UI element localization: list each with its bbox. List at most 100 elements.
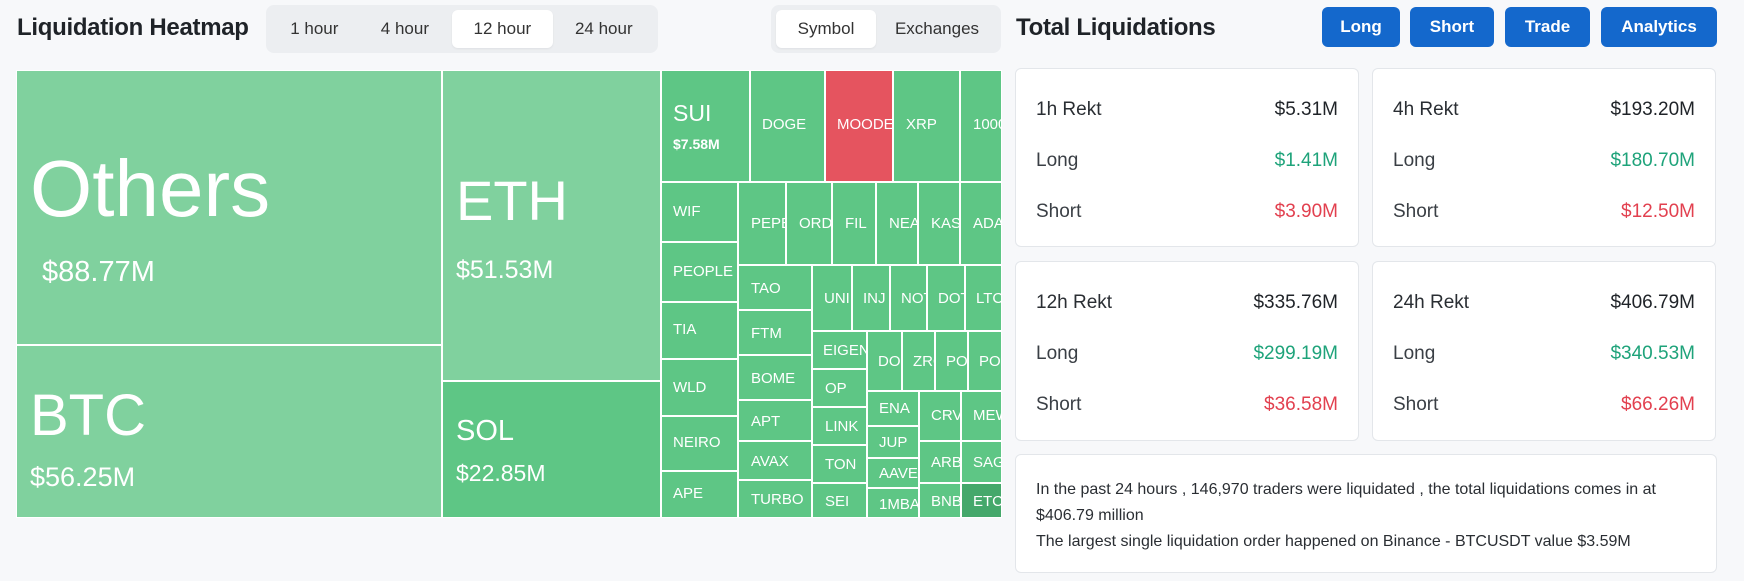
tile-symbol: DOGS [878,353,901,370]
treemap-tile[interactable]: KAS [918,182,960,265]
treemap-tile[interactable]: BTC $56.25M [16,345,442,518]
tile-symbol: ETH [456,169,568,232]
treemap-tile[interactable]: SEI [812,483,867,518]
treemap-tile[interactable]: SAGA [961,441,1002,483]
summary-line-1: In the past 24 hours , 146,970 traders w… [1036,481,1656,524]
tile-symbol: ENA [879,400,910,417]
time-option-1h[interactable]: 1 hour [290,19,339,38]
treemap-tile[interactable]: ARB [919,441,961,483]
tile-symbol: JUP [879,434,908,451]
tile-value: $56.25M [30,462,136,492]
liquidation-treemap: Others $88.77M BTC $56.25M ETH $51.53M S… [16,70,1002,518]
tile-symbol: INJ [863,290,886,307]
treemap-tile[interactable]: TIA [661,302,738,359]
treemap-tile[interactable]: 1000 [960,70,1002,182]
treemap-tile[interactable]: NEIRO [661,416,738,471]
tile-symbol: TAO [751,280,781,297]
short-value: $12.50M [1621,201,1695,222]
treemap-tile[interactable]: NEAR [876,182,918,265]
card-total: $193.20M [1610,99,1695,120]
treemap-tile[interactable]: FIL [832,182,876,265]
treemap-tile[interactable]: INJ [852,265,890,331]
tile-symbol: FIL [845,215,867,232]
treemap-tile[interactable]: CRV [919,391,961,441]
treemap-tile[interactable]: WLD [661,359,738,416]
treemap-tile[interactable]: FTM [738,310,812,355]
treemap-tile[interactable]: MOODENG [825,70,893,182]
summary-line-2: The largest single liquidation order hap… [1036,533,1631,550]
treemap-tile[interactable]: WIF [661,182,738,242]
treemap-tile[interactable]: ZRO [902,331,935,391]
treemap-tile[interactable]: OP [812,369,867,407]
treemap-tile[interactable]: POPCAT [968,331,1002,391]
treemap-tile[interactable]: 1MBABYDOGE [867,488,919,518]
trade-button[interactable]: Trade [1505,7,1590,47]
tile-symbol: BTC [30,383,146,448]
treemap-tile[interactable]: SOL $22.85M [442,381,661,518]
card-label: 4h Rekt [1393,99,1459,120]
view-option-exchanges[interactable]: Exchanges [894,19,980,38]
rekt-card-12h: 12h Rekt $335.76M Long $299.19M Short $36.5… [1015,261,1359,441]
treemap-tile[interactable]: LTC [965,265,1002,331]
treemap-tile[interactable]: BNB [919,483,961,518]
analytics-button[interactable]: Analytics [1601,7,1717,47]
tile-symbol: TURBO [751,491,804,508]
treemap-tile[interactable]: Others $88.77M [16,70,442,345]
long-value: $180.70M [1610,150,1695,171]
time-option-24h[interactable]: 24 hour [574,19,633,38]
treemap-tile[interactable]: MEW [961,391,1002,441]
treemap-tile[interactable]: ENA [867,391,919,426]
treemap-tile[interactable]: APE [661,471,738,518]
treemap-tile[interactable]: NOT [890,265,927,331]
short-value: $66.26M [1621,394,1695,415]
card-total: $406.79M [1610,292,1695,313]
tile-symbol: MEW [973,407,1001,424]
treemap-tile[interactable]: LINK [812,407,867,445]
treemap-tile[interactable]: DOGS [867,331,902,391]
treemap-tile[interactable]: APT [738,400,812,441]
tile-symbol: AVAX [751,453,789,470]
short-label: Short [1036,201,1082,222]
treemap-tile[interactable]: TURBO [738,480,812,518]
time-option-12h[interactable]: 12 hour [452,10,553,48]
tile-symbol: DOT [938,290,964,307]
tile-value: $88.77M [42,256,155,288]
treemap-tile[interactable]: XRP [893,70,960,182]
tile-value: $7.58M [673,136,720,152]
treemap-tile[interactable]: PEOPLE [661,242,738,302]
tile-symbol: CRV [931,407,961,424]
view-option-symbol[interactable]: Symbol [776,10,876,48]
treemap-tile[interactable]: DOT [927,265,965,331]
tile-symbol: OP [825,380,847,397]
treemap-tile[interactable]: SUI $7.58M [661,70,750,182]
treemap-tile[interactable]: EIGEN [812,331,867,369]
card-label: 12h Rekt [1036,292,1113,313]
treemap-tile[interactable]: AAVE [867,458,919,488]
treemap-tile[interactable]: POL [935,331,968,391]
treemap-tile[interactable]: ETH $51.53M [442,70,661,381]
treemap-tile[interactable]: ETC [961,483,1002,518]
treemap-tile[interactable]: JUP [867,426,919,458]
long-label: Long [1393,343,1436,364]
short-button[interactable]: Short [1410,7,1494,47]
tile-symbol: NOT [901,290,926,307]
card-label: 1h Rekt [1036,99,1102,120]
treemap-tile[interactable]: AVAX [738,441,812,480]
treemap-tile[interactable]: TON [812,445,867,483]
tile-symbol: MOODENG [837,116,893,133]
long-label: Long [1036,343,1079,364]
tile-symbol: PEOPLE [673,263,734,280]
time-option-4h[interactable]: 4 hour [380,19,429,38]
treemap-tile[interactable]: ORDI [786,182,832,265]
treemap-tile[interactable]: TAO [738,265,812,310]
treemap-tile[interactable]: ADA [960,182,1002,265]
treemap-tile[interactable]: UNI [812,265,852,331]
treemap-tile[interactable]: BOME [738,355,812,400]
long-button[interactable]: Long [1322,7,1400,47]
short-label: Short [1036,394,1082,415]
treemap-tile[interactable]: DOGE [750,70,825,182]
tile-symbol: SEI [825,493,850,510]
tile-symbol: FTM [751,325,782,342]
